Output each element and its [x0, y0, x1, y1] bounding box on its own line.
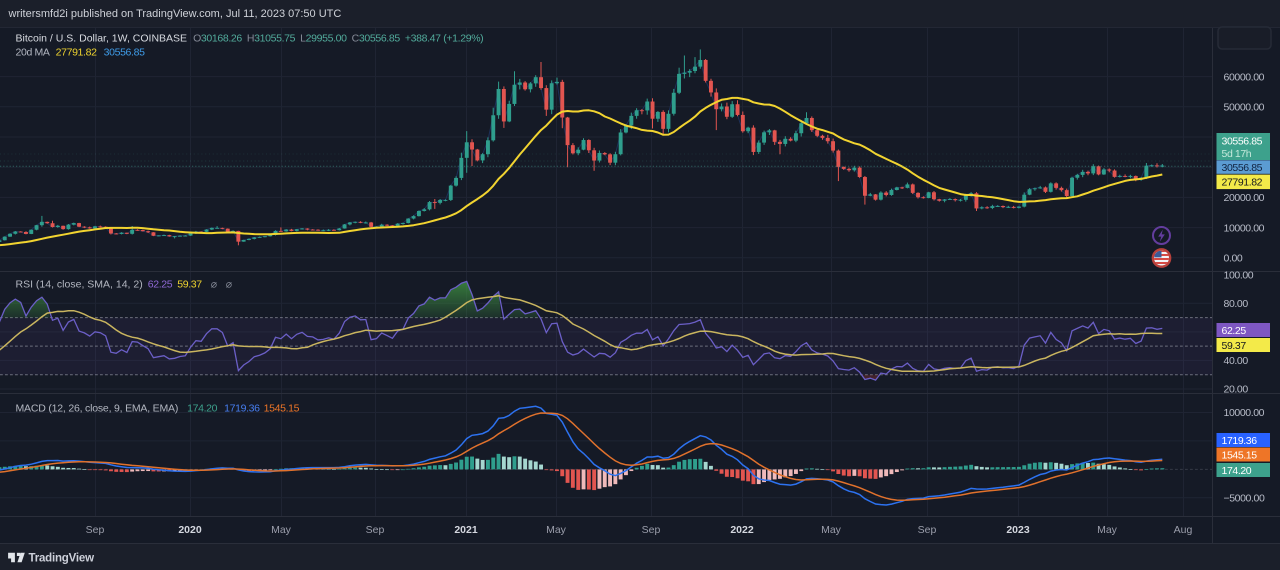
svg-text:2023: 2023 [1006, 524, 1030, 536]
svg-text:20.00: 20.00 [1224, 384, 1249, 396]
svg-text:2021: 2021 [454, 524, 478, 536]
svg-text:10000.00: 10000.00 [1224, 407, 1265, 419]
svg-text:27791.82: 27791.82 [1222, 177, 1263, 189]
svg-text:80.00: 80.00 [1224, 298, 1249, 310]
svg-text:62.25: 62.25 [1222, 325, 1247, 337]
svg-text:Aug: Aug [1174, 524, 1193, 536]
svg-text:−5000.00: −5000.00 [1224, 493, 1265, 505]
svg-text:May: May [821, 524, 842, 536]
svg-text:Sep: Sep [642, 524, 661, 536]
svg-text:2020: 2020 [178, 524, 202, 536]
svg-text:1719.36: 1719.36 [1222, 435, 1258, 447]
svg-text:30556.85: 30556.85 [1222, 135, 1263, 147]
svg-text:59.37: 59.37 [1222, 340, 1247, 352]
svg-text:100.00: 100.00 [1224, 269, 1254, 281]
svg-text:May: May [271, 524, 292, 536]
svg-text:10000.00: 10000.00 [1224, 222, 1265, 234]
svg-text:Sep: Sep [86, 524, 105, 536]
svg-text:40.00: 40.00 [1224, 355, 1249, 367]
svg-text:May: May [546, 524, 567, 536]
svg-text:Bitcoin / U.S. Dollar, 1W, COI: Bitcoin / U.S. Dollar, 1W, COINBASE O3016… [16, 33, 484, 45]
svg-text:Sep: Sep [366, 524, 385, 536]
svg-text:2022: 2022 [730, 524, 754, 536]
svg-text:RSI (14, close, SMA, 14, 2)62.: RSI (14, close, SMA, 14, 2) 62.25 59.37 ⌀ ⌀ [16, 279, 233, 291]
svg-text:MACD (12, 26, close, 9, EMA, E: MACD (12, 26, close, 9, EMA, EMA) 174.20 1… [16, 403, 300, 415]
svg-text:60000.00: 60000.00 [1224, 71, 1265, 83]
svg-text:50000.00: 50000.00 [1224, 102, 1265, 114]
svg-text:May: May [1097, 524, 1118, 536]
svg-text:20000.00: 20000.00 [1224, 192, 1265, 204]
svg-text:30556.85: 30556.85 [1222, 162, 1263, 174]
svg-text:0.00: 0.00 [1224, 253, 1243, 265]
svg-text:5d 17h: 5d 17h [1222, 148, 1252, 160]
svg-text:TradingView: TradingView [29, 553, 95, 565]
svg-text:1545.15: 1545.15 [1222, 449, 1258, 461]
svg-text:writersmfd2i published on Trad: writersmfd2i published on TradingView.co… [8, 8, 342, 20]
svg-text:Sep: Sep [918, 524, 937, 536]
svg-text:174.20: 174.20 [1222, 465, 1252, 477]
